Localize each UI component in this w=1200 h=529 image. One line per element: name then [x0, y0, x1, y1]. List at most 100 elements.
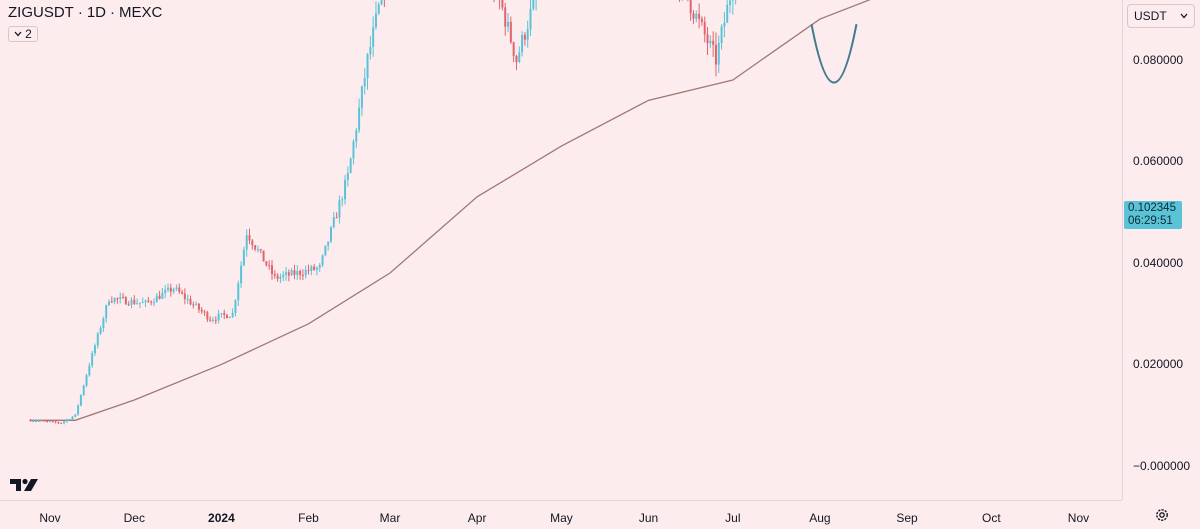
candle-body — [49, 421, 51, 422]
candle-body — [358, 108, 360, 131]
candle-body — [302, 275, 304, 276]
candle-body — [712, 41, 714, 45]
candle-body — [105, 305, 107, 318]
candle-body — [145, 301, 147, 303]
candle-body — [35, 421, 37, 422]
candle-body — [190, 299, 192, 305]
time-tick-label: Jul — [725, 511, 740, 525]
candle-body — [226, 315, 228, 318]
candle-body — [167, 288, 169, 290]
candle-body — [130, 300, 132, 305]
candle-body — [274, 274, 276, 275]
symbol-label[interactable]: ZIGUSDT — [8, 4, 74, 21]
time-tick-label: Dec — [124, 511, 145, 525]
candle-body — [142, 302, 144, 303]
candle-body — [355, 130, 357, 141]
candle-body — [263, 251, 265, 262]
candle-body — [521, 35, 523, 52]
candle-body — [83, 386, 85, 395]
candle-body — [723, 23, 725, 27]
candle-body — [80, 395, 82, 406]
candle-body — [271, 265, 273, 274]
interval-label[interactable]: 1D — [87, 4, 106, 21]
candle-body — [701, 19, 703, 22]
candle-body — [156, 296, 158, 303]
candle-body — [60, 423, 62, 424]
candle-body — [71, 417, 73, 419]
candle-body — [327, 242, 329, 246]
candle-body — [704, 22, 706, 34]
candle-body — [532, 0, 534, 9]
candle-body — [288, 272, 290, 275]
candle-body — [122, 297, 124, 298]
candle-body — [524, 35, 526, 40]
candle-body — [218, 314, 220, 320]
candle-body — [305, 270, 307, 275]
indicators-collapse-button[interactable]: 2 — [8, 26, 38, 42]
candle-body — [518, 52, 520, 62]
candle-body — [350, 158, 352, 172]
candle-body — [91, 353, 93, 365]
candle-body — [240, 266, 242, 284]
candle-body — [178, 288, 180, 292]
candle-body — [352, 141, 354, 158]
candle-body — [718, 43, 720, 64]
candle-body — [729, 0, 731, 4]
candle-body — [108, 302, 110, 306]
candle-body — [128, 304, 130, 305]
gear-icon[interactable] — [1154, 507, 1170, 528]
candle-body — [77, 405, 79, 414]
bar-countdown: 06:29:51 — [1128, 215, 1182, 228]
candle-body — [296, 271, 298, 275]
candle-body — [313, 267, 315, 270]
candle-body — [265, 262, 267, 266]
candle-body — [698, 14, 700, 19]
candle-body — [192, 305, 194, 306]
candle-body — [187, 299, 189, 300]
candle-body — [375, 13, 377, 27]
candle-body — [515, 56, 517, 62]
candle-body — [347, 173, 349, 180]
candle-body — [116, 298, 118, 299]
candle-body — [367, 54, 369, 78]
time-tick-label: Aug — [809, 511, 830, 525]
candle-body — [319, 265, 321, 268]
time-tick-label: Jun — [639, 511, 658, 525]
chevron-down-icon — [14, 31, 22, 37]
candle-body — [510, 22, 512, 42]
tradingview-logo-icon[interactable] — [10, 478, 40, 497]
candle-body — [330, 227, 332, 241]
price-chart[interactable] — [0, 0, 1122, 500]
candle-body — [336, 217, 338, 218]
candle-body — [322, 255, 324, 265]
candle-body — [147, 301, 149, 302]
candle-body — [32, 421, 34, 422]
candle-body — [344, 180, 346, 199]
candle-body — [285, 272, 287, 275]
candle-body — [299, 271, 301, 275]
candle-body — [378, 4, 380, 13]
candle-body — [57, 422, 59, 423]
candle-body — [726, 5, 728, 23]
candle-body — [46, 421, 48, 422]
candle-body — [507, 22, 509, 27]
time-tick-label: Apr — [468, 511, 487, 525]
candle-body — [136, 303, 138, 304]
last-price-tag: 0.102345 06:29:51 — [1124, 201, 1182, 229]
candle-body — [63, 421, 65, 423]
time-tick-label: Nov — [1068, 511, 1089, 525]
candle-body — [195, 304, 197, 305]
candle-body — [707, 34, 709, 43]
candle-body — [277, 276, 279, 279]
candle-body — [220, 313, 222, 314]
candle-body — [66, 420, 68, 422]
time-tick-label: Oct — [982, 511, 1001, 525]
candle-body — [88, 366, 90, 376]
support-arc — [812, 24, 857, 82]
candle-body — [504, 7, 506, 26]
chart-plot-area[interactable] — [0, 0, 1122, 500]
price-axis[interactable]: 0.1600000.1400000.1200000.0800000.060000… — [1122, 0, 1200, 500]
price-tick-label: 0.020000 — [1133, 357, 1183, 371]
candle-body — [201, 310, 203, 312]
